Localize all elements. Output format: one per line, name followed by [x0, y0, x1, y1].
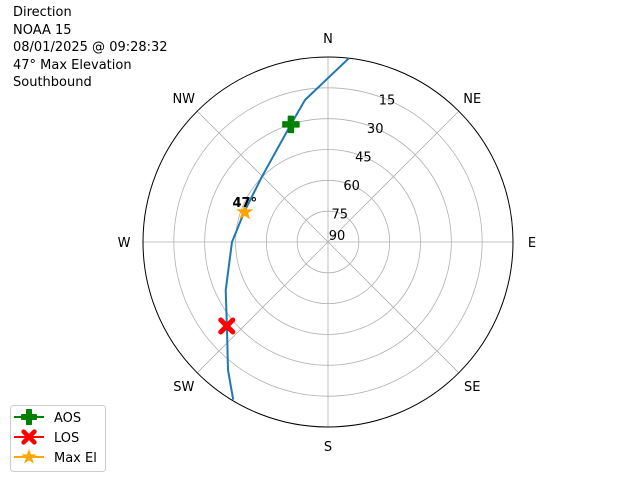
max-elevation-text: 47° Max Elevation — [13, 57, 132, 73]
radial-tick-label-45: 45 — [355, 151, 372, 166]
compass-label-s: S — [324, 440, 332, 455]
compass-label-sw: SW — [173, 380, 194, 395]
legend-los-icon — [21, 429, 37, 445]
info-title: Direction — [13, 5, 72, 20]
radial-tick-label-30: 30 — [367, 122, 384, 137]
pass-info: Direction NOAA 15 08/01/2025 @ 09:28:32 … — [13, 4, 168, 92]
compass-label-se: SE — [464, 380, 480, 395]
legend-label-0: AOS — [54, 411, 81, 426]
grid — [142, 56, 514, 428]
satellite-name: NOAA 15 — [13, 22, 72, 38]
compass-label-ne: NE — [463, 92, 481, 107]
grid-spoke-ne — [327, 110, 460, 243]
pass-direction: Southbound — [13, 75, 92, 90]
radial-tick-label-90: 90 — [329, 229, 346, 244]
compass-label-e: E — [528, 236, 536, 251]
compass-label-nw: NW — [172, 92, 195, 107]
max-el-marker — [236, 203, 254, 220]
legend: AOS LOS Max El — [10, 405, 106, 472]
legend-label-2: Max El — [54, 451, 97, 466]
radial-tick-label-75: 75 — [332, 208, 349, 223]
grid-spoke-sw — [196, 241, 329, 374]
radial-tick-label-15: 15 — [379, 94, 396, 109]
radial-tick-label-60: 60 — [343, 179, 360, 194]
legend-label-1: LOS — [54, 431, 79, 446]
pass-datetime: 08/01/2025 @ 09:28:32 — [13, 40, 168, 55]
los-marker — [218, 317, 236, 335]
axis-labels: N NE E SE S SW W NW 15 30 45 60 75 90 — [118, 32, 537, 455]
compass-label-w: W — [118, 236, 131, 251]
aos-marker — [282, 115, 300, 134]
series: 47° — [218, 57, 350, 400]
outer-circle — [142, 56, 514, 428]
legend-max-el-icon — [21, 448, 37, 464]
grid-spoke-se — [327, 241, 460, 374]
legend-aos-icon — [21, 409, 37, 425]
compass-label-n: N — [323, 32, 333, 47]
max-elevation-label: 47° — [232, 196, 257, 211]
satellite-track-line — [224, 57, 350, 400]
